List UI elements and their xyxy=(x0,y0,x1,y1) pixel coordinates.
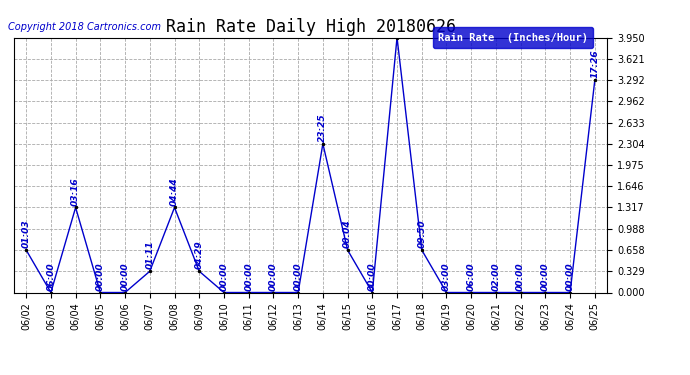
Text: Copyright 2018 Cartronics.com: Copyright 2018 Cartronics.com xyxy=(8,22,161,32)
Text: 00:00: 00:00 xyxy=(121,262,130,291)
Text: 06:00: 06:00 xyxy=(46,262,55,291)
Title: Rain Rate Daily High 20180626: Rain Rate Daily High 20180626 xyxy=(166,18,455,36)
Text: 09:50: 09:50 xyxy=(417,219,426,248)
Text: 00:04: 00:04 xyxy=(343,219,352,248)
Text: 00:00: 00:00 xyxy=(294,262,303,291)
Text: 03:00: 03:00 xyxy=(442,262,451,291)
Text: 03:16: 03:16 xyxy=(71,177,80,206)
Text: 04:29: 04:29 xyxy=(195,241,204,269)
Text: 01:03: 01:03 xyxy=(21,219,30,248)
Legend: Rain Rate  (Inches/Hour): Rain Rate (Inches/Hour) xyxy=(433,27,593,48)
Text: 00:00: 00:00 xyxy=(244,262,253,291)
Text: 00:00: 00:00 xyxy=(516,262,525,291)
Text: 06:00: 06:00 xyxy=(466,262,475,291)
Text: 04:44: 04:44 xyxy=(170,177,179,206)
Text: 01:11: 01:11 xyxy=(146,241,155,269)
Text: 02:00: 02:00 xyxy=(491,262,500,291)
Text: 00:00: 00:00 xyxy=(219,262,228,291)
Text: 00:00: 00:00 xyxy=(566,262,575,291)
Text: 13:40: 13:40 xyxy=(0,374,1,375)
Text: 00:00: 00:00 xyxy=(269,262,278,291)
Text: 23:25: 23:25 xyxy=(318,113,327,142)
Text: 00:00: 00:00 xyxy=(96,262,105,291)
Text: 00:00: 00:00 xyxy=(368,262,377,291)
Text: 17:26: 17:26 xyxy=(591,50,600,78)
Text: 00:00: 00:00 xyxy=(541,262,550,291)
